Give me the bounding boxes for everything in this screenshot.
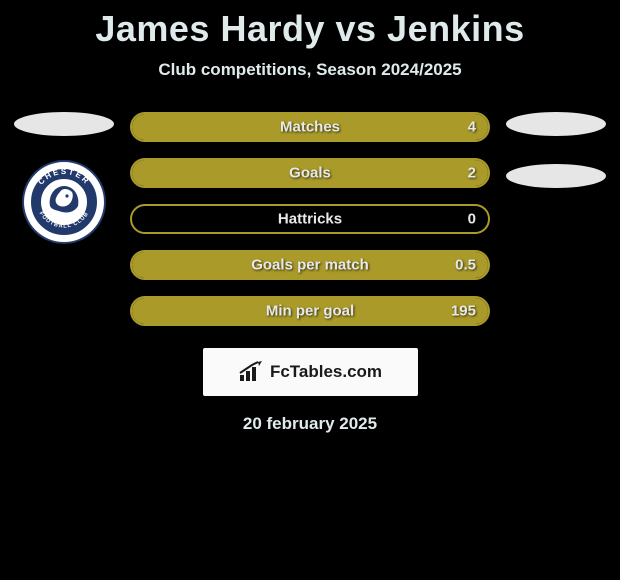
stat-bar: Goals 2	[130, 158, 490, 188]
root: James Hardy vs Jenkins Club competitions…	[0, 0, 620, 580]
chart-icon	[238, 361, 264, 383]
stat-label: Hattricks	[278, 211, 342, 228]
stat-bar: Matches 4	[130, 112, 490, 142]
watermark: FcTables.com	[203, 348, 418, 396]
page-title: James Hardy vs Jenkins	[0, 0, 620, 50]
stat-right-value: 0.5	[455, 257, 476, 274]
stat-bar: Min per goal 195	[130, 296, 490, 326]
club-badge-chester: CHESTER FOOTBALL CLUB	[22, 160, 106, 244]
comparison-area: CHESTER FOOTBALL CLUB Matches4Goal	[0, 112, 620, 326]
stat-right-value: 4	[468, 119, 476, 136]
stat-label: Goals	[289, 165, 331, 182]
avatar-placeholder	[14, 112, 114, 136]
left-player-column: CHESTER FOOTBALL CLUB	[8, 112, 120, 326]
subtitle: Club competitions, Season 2024/2025	[0, 60, 620, 80]
right-player-column	[500, 112, 612, 326]
stat-right-value: 2	[468, 165, 476, 182]
stat-label: Min per goal	[266, 303, 354, 320]
stat-bar: Hattricks 0	[130, 204, 490, 234]
club-badge-placeholder	[506, 164, 606, 188]
date-line: 20 february 2025	[0, 414, 620, 434]
stat-right-value: 195	[451, 303, 476, 320]
avatar-placeholder	[506, 112, 606, 136]
stat-right-value: 0	[468, 211, 476, 228]
stat-bar: Goals per match 0.5	[130, 250, 490, 280]
watermark-text: FcTables.com	[270, 362, 382, 382]
stat-label: Goals per match	[251, 257, 369, 274]
stats-column: Matches 4 Goals 2 Hattricks 0 Goals per match 0…	[120, 112, 500, 326]
stat-label: Matches	[280, 119, 340, 136]
